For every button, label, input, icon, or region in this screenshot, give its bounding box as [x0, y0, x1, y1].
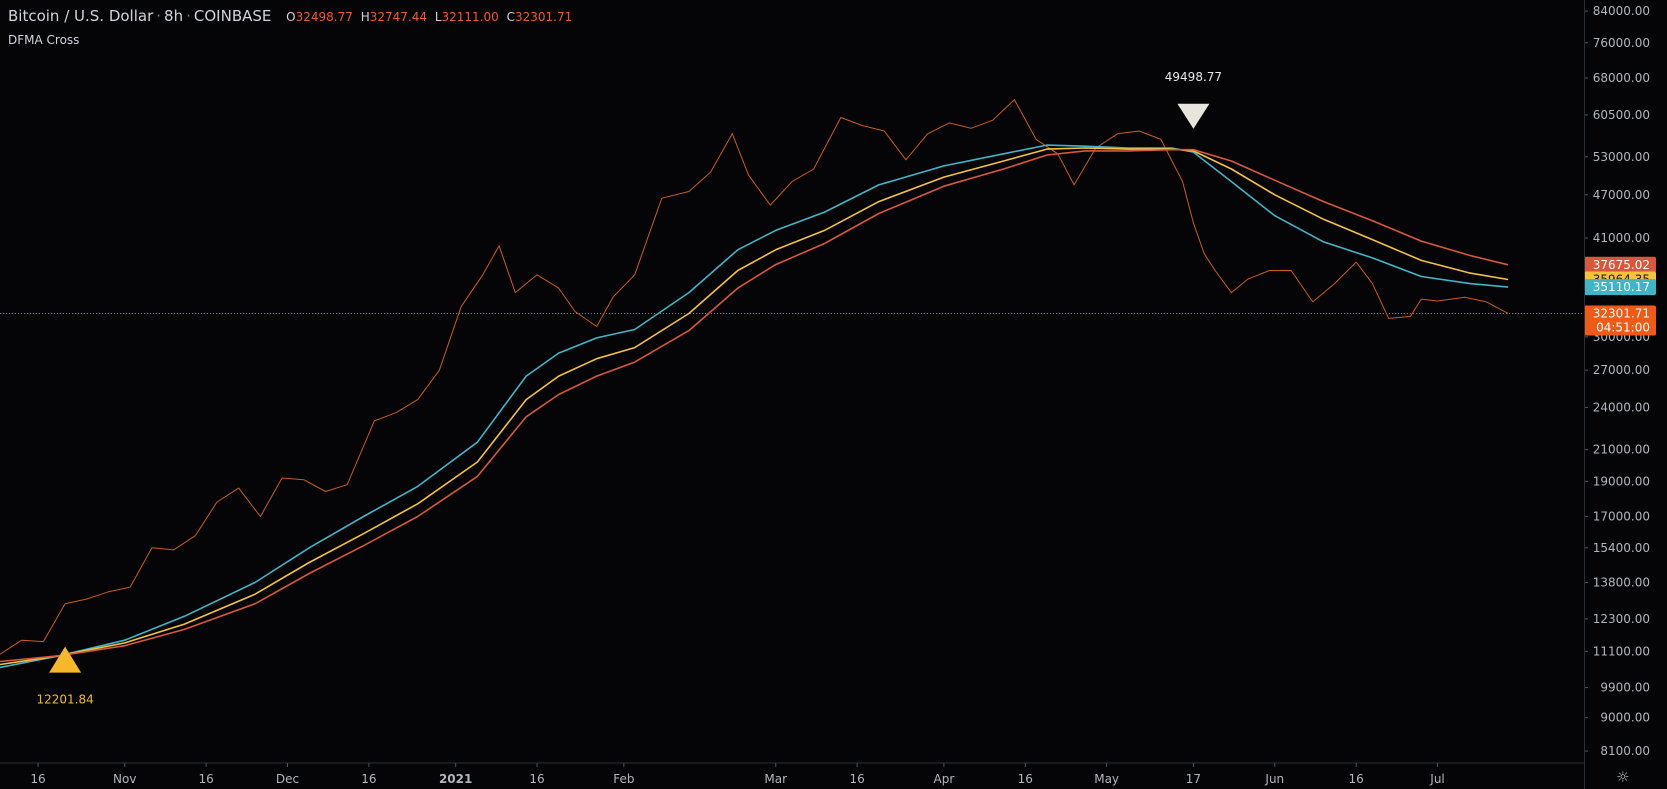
low-key: L [434, 10, 442, 24]
open-key: O [286, 10, 296, 24]
time-tick-label: Nov [113, 772, 136, 786]
legend-separator: · [186, 7, 191, 25]
time-tick-label: Jun [1264, 772, 1284, 786]
interval-label[interactable]: 8h [164, 7, 184, 25]
price-tick-label: 13800.00 [1593, 576, 1650, 590]
time-tick-label: 16 [1018, 772, 1033, 786]
price-axis[interactable]: 84000.00 76000.00 68000.00 60500.00 53000.00… [1584, 4, 1656, 758]
last-price-countdown: 04:51:00 [1596, 320, 1650, 334]
price-tick-label: 12300.00 [1593, 612, 1650, 626]
price-tick-label: 84000.00 [1593, 4, 1650, 18]
price-tick-label: 60500.00 [1593, 108, 1650, 122]
settings-gear-icon[interactable]: ☼ [1616, 768, 1630, 786]
time-tick-label: 16 [361, 772, 376, 786]
open-value: 32498.77 [295, 10, 353, 24]
price-tick-label: 9900.00 [1600, 681, 1650, 695]
time-tick-label: Feb [613, 772, 634, 786]
plot-area: 12201.84 49498.77 [0, 70, 1584, 707]
close-value: 32301.71 [515, 10, 573, 24]
time-tick-label: Dec [276, 772, 299, 786]
price-tick-label: 8100.00 [1600, 744, 1650, 758]
ma-slow-badge [1584, 256, 1656, 273]
axis-separator [1584, 0, 1585, 789]
time-tick-label: 16 [1349, 772, 1364, 786]
time-tick-label: 16 [529, 772, 544, 786]
price-tick-label: 11100.00 [1593, 644, 1650, 658]
price-tick-label: 76000.00 [1593, 36, 1650, 50]
time-tick-label: Jul [1429, 772, 1444, 786]
price-tick-label: 53000.00 [1593, 150, 1650, 164]
high-value: 32747.44 [369, 10, 427, 24]
time-tick-label: 17 [1186, 772, 1201, 786]
price-tick-label: 41000.00 [1593, 231, 1650, 245]
ma-fast-badge [1584, 279, 1656, 296]
chart-legend[interactable]: Bitcoin / U.S. Dollar · 8h · COINBASE O32498… [8, 7, 572, 25]
series-line-ma_fast [0, 144, 1509, 669]
price-tick-label: 17000.00 [1593, 510, 1650, 524]
price-tick-label: 21000.00 [1593, 443, 1650, 457]
exchange-label: COINBASE [193, 7, 272, 25]
series-line-ma_mid [0, 147, 1509, 666]
time-axis[interactable]: 16 Nov 16 Dec 16 2021 16 Feb Mar 16 Apr 16 May 17 Jun 1… [0, 762, 1584, 786]
close-key: C [506, 10, 515, 24]
time-tick-label: 16 [198, 772, 213, 786]
sell-signal-label: 49498.77 [1165, 70, 1222, 84]
time-tick-label: 16 [30, 772, 45, 786]
price-tick-label: 68000.00 [1593, 71, 1650, 85]
price-tick-label: 15400.00 [1593, 541, 1650, 555]
indicator-label[interactable]: DFMA Cross [8, 33, 80, 47]
series-line-ma_slow [0, 148, 1509, 663]
price-tick-label: 47000.00 [1593, 188, 1650, 202]
last-price-badge [1584, 305, 1656, 336]
last-price-value: 32301.71 [1593, 306, 1650, 320]
price-tick-label: 27000.00 [1593, 363, 1650, 377]
time-tick-label: 16 [849, 772, 864, 786]
time-tick-label: 2021 [439, 772, 472, 786]
legend-separator: · [156, 7, 162, 25]
high-key: H [360, 10, 370, 24]
time-tick-label: Apr [934, 772, 955, 786]
buy-signal-label: 12201.84 [36, 693, 93, 707]
series-line-price [0, 99, 1509, 655]
time-tick-label: May [1094, 772, 1119, 786]
buy-signal-marker[interactable] [49, 646, 82, 673]
symbol-name[interactable]: Bitcoin / U.S. Dollar [8, 7, 154, 25]
price-tick-label: 19000.00 [1593, 474, 1650, 488]
price-tick-label: 24000.00 [1593, 400, 1650, 414]
ohlc-values: O32498.77 H32747.44 L32111.00 C32301.71 [282, 10, 572, 24]
sell-signal-marker[interactable] [1177, 103, 1210, 129]
time-tick-label: Mar [764, 772, 787, 786]
price-tick-label: 9000.00 [1600, 711, 1650, 725]
ma-slow-value: 37675.02 [1593, 258, 1650, 272]
ma-fast-value: 35110.17 [1593, 280, 1650, 294]
low-value: 32111.00 [441, 10, 499, 24]
